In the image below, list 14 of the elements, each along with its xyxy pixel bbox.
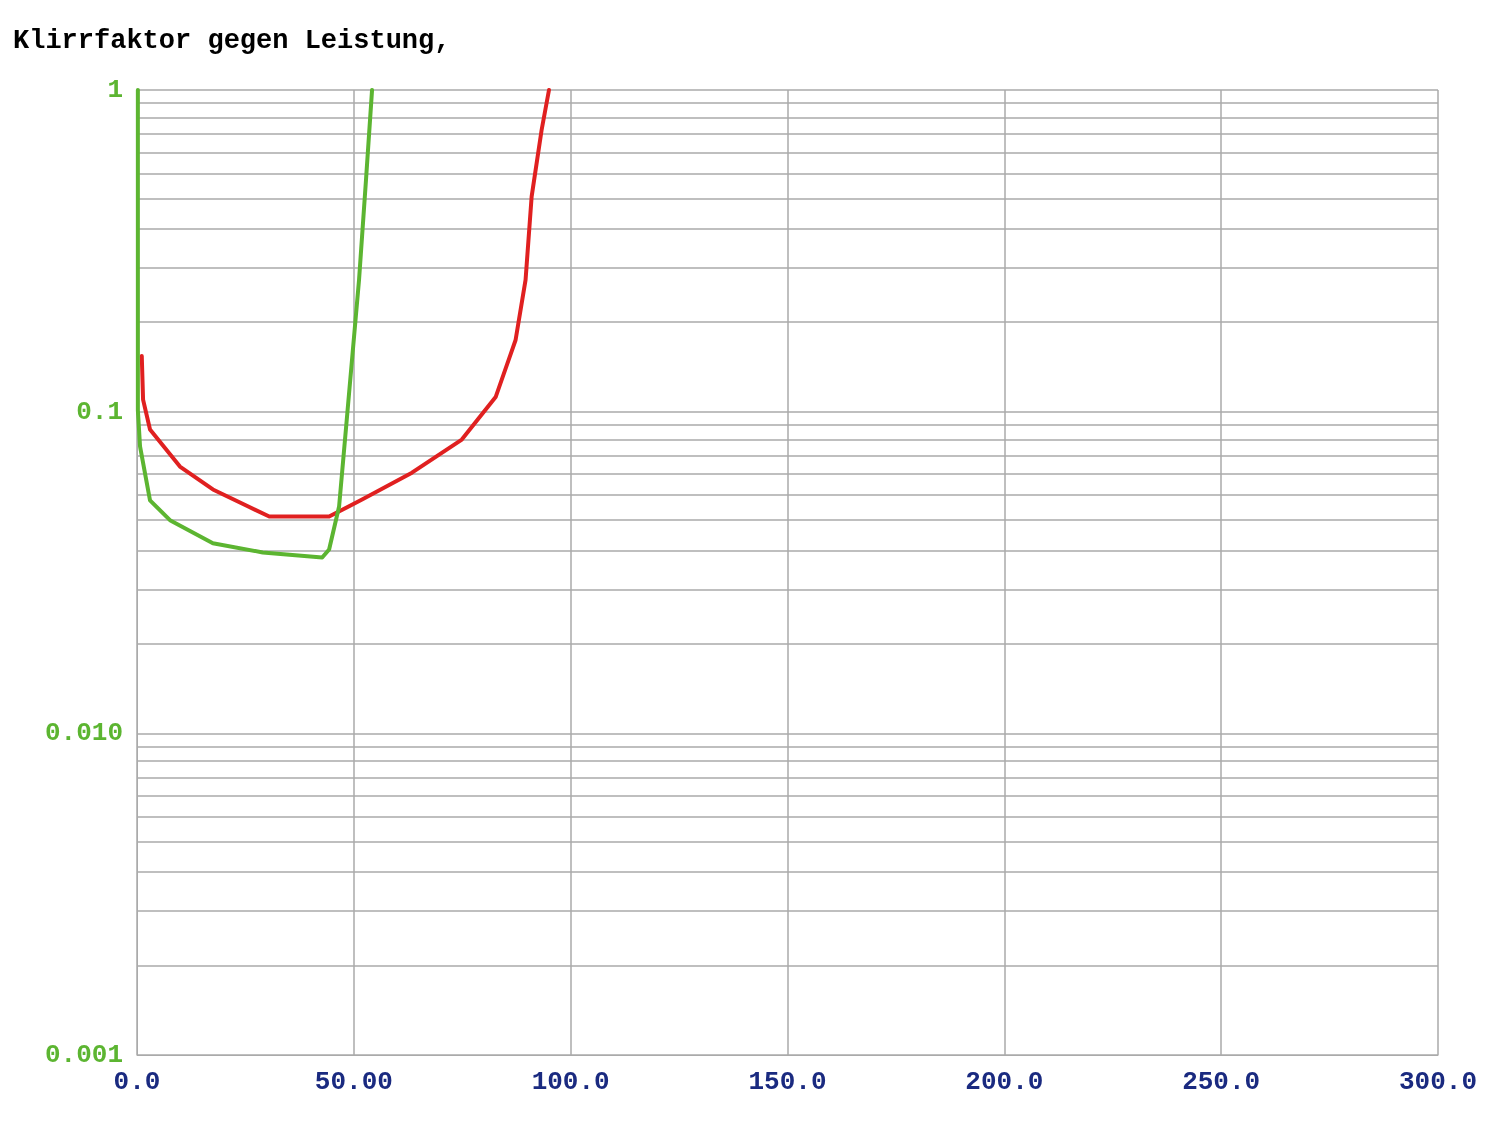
x-tick-label: 250.0 <box>1182 1067 1261 1097</box>
x-tick-label: 50.00 <box>314 1067 393 1097</box>
y-tick-label: 0.010 <box>44 718 123 749</box>
x-tick-label: 100.0 <box>531 1067 610 1097</box>
chart-title: Klirrfaktor gegen Leistung, <box>13 25 451 56</box>
line-series <box>139 88 551 519</box>
x-tick-label: 300.0 <box>1398 1067 1478 1097</box>
y-tick-label: 0.001 <box>44 1040 123 1070</box>
line-series <box>135 88 375 560</box>
y-tick-label: 0.1 <box>76 396 123 427</box>
x-tick-label: 150.0 <box>748 1067 827 1097</box>
x-tick-label: 0.0 <box>113 1067 161 1097</box>
y-tick-label: 1 <box>107 75 123 105</box>
x-tick-label: 200.0 <box>965 1067 1044 1097</box>
